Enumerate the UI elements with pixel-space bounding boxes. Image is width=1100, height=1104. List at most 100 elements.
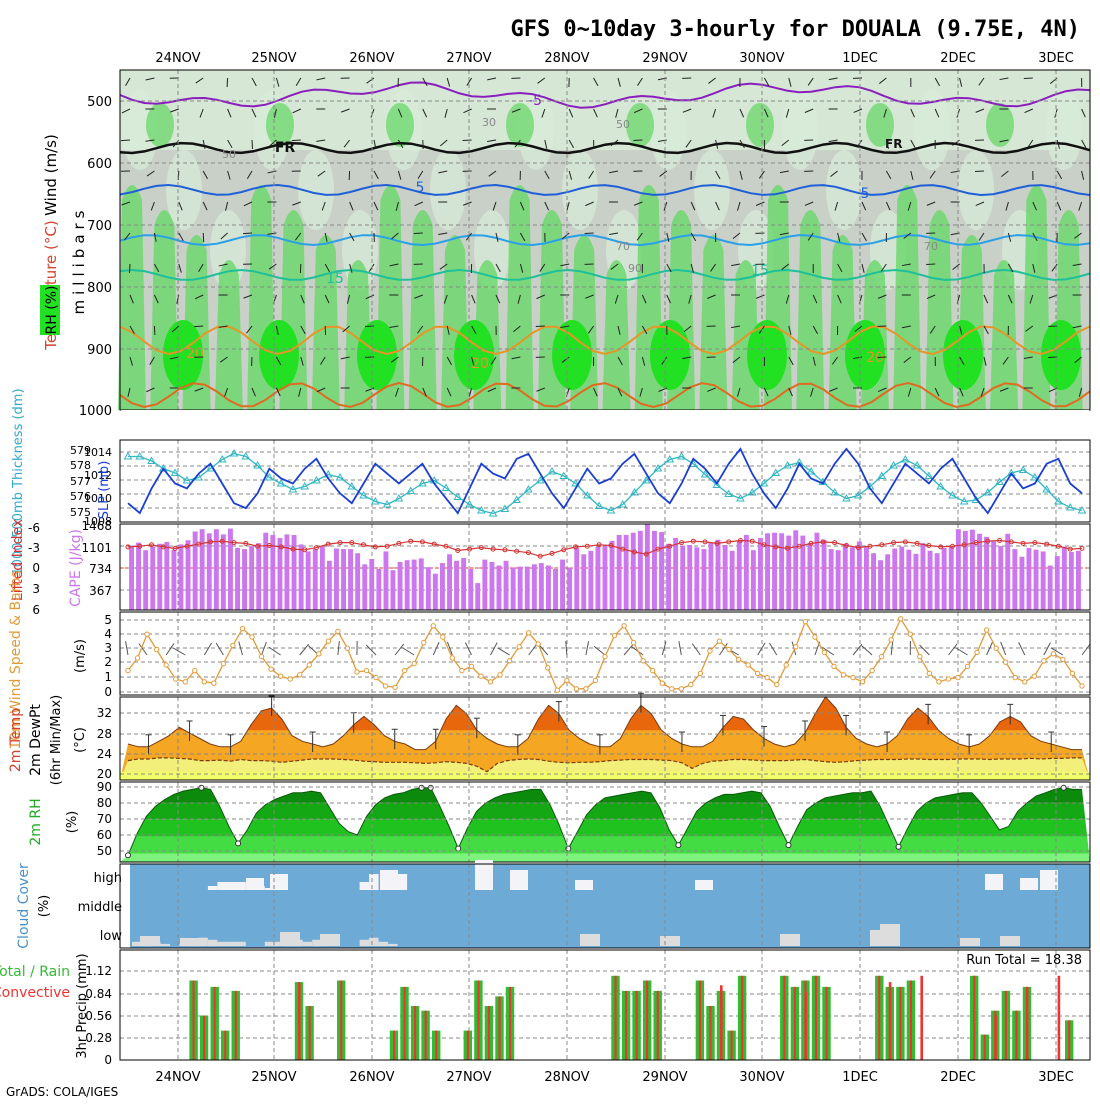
contour-label: 20 (866, 350, 884, 366)
wind-tick: 2 (104, 655, 112, 669)
cloud-cell-high (695, 880, 713, 890)
cape-bar (376, 569, 381, 610)
precip-conv-bar (224, 1031, 226, 1060)
cape-tick: 367 (89, 584, 112, 598)
cape-bar (574, 548, 579, 610)
cape-bar (334, 549, 339, 611)
wind-speed-point (679, 687, 683, 691)
precip-run-total: Run Total = 18.38 (966, 953, 1082, 968)
cloud-cell (217, 942, 227, 946)
rh-patch-light (958, 150, 994, 230)
rh-patch-light (782, 90, 818, 170)
cape-bar (1020, 557, 1025, 610)
cape-bar (709, 543, 714, 610)
wind-speed-point (1013, 675, 1017, 679)
rh-extreme-point (786, 843, 791, 848)
precip-conv-bar (509, 987, 511, 1060)
rh-core-saturated (650, 320, 690, 390)
rh-contour-label: 50 (222, 148, 236, 161)
wind-speed-point (469, 664, 473, 668)
cape-bar (179, 544, 184, 610)
rh-contour-label: 30 (482, 116, 496, 129)
bottom-date-label: 2DEC (940, 1070, 976, 1085)
cape-bar (829, 549, 834, 610)
rh-unit-label: (%) (65, 811, 80, 834)
cape-bar (596, 547, 601, 610)
dewpoint-base (120, 772, 1090, 780)
contour-label: 5 (861, 186, 870, 202)
rh-extreme-point (456, 846, 461, 851)
wind-barb (414, 233, 423, 234)
cape-bar (624, 535, 629, 610)
wind-speed-point (164, 663, 168, 667)
slp-axis-label: SLP (mb) (97, 461, 112, 520)
cape-bar (235, 548, 240, 610)
cape-bar (645, 525, 650, 611)
cape-bar (935, 553, 940, 610)
wind-speed-point (517, 645, 521, 649)
wind-speed-point (498, 673, 502, 677)
wind-speed-point (851, 675, 855, 679)
wind-speed-point (641, 659, 645, 663)
cape-axis-label: CAPE (J/kg) (68, 529, 84, 607)
wind-barb (365, 326, 374, 327)
cape-bar (355, 553, 360, 610)
cape-bar (440, 563, 445, 610)
rh-extreme-point (236, 841, 241, 846)
wind-speed-point (775, 682, 779, 686)
cape-bar (984, 537, 989, 610)
wind-speed-point (803, 619, 807, 623)
wind-speed-point (145, 632, 149, 636)
rh-extreme-point (199, 785, 204, 790)
precip-conv-bar (826, 987, 828, 1060)
cloud-cell-high (575, 880, 593, 890)
cape-bar (143, 550, 148, 610)
precip-conv-bar (646, 981, 648, 1061)
cape-bar (588, 551, 593, 610)
wind-speed-point (422, 640, 426, 644)
cape-bar (857, 542, 862, 611)
precip-conv-label: Convective (0, 985, 70, 1001)
wind-speed-point (393, 685, 397, 689)
precip-conv-bar (298, 984, 301, 1060)
cape-bar (221, 534, 226, 610)
li-tick: -6 (28, 521, 40, 535)
precip-conv-bar (878, 976, 880, 1060)
cape-bar (666, 544, 671, 610)
cape-bar (150, 547, 155, 610)
bottom-date-label: 30NOV (739, 1070, 784, 1085)
wind-speed-point (460, 668, 464, 672)
wind-speed-point (784, 663, 788, 667)
rh-extreme-point (126, 853, 131, 858)
li-tick: 0 (32, 561, 40, 575)
cape-bar (977, 534, 982, 610)
precip-total-label: Total / Rain (0, 964, 70, 980)
cloud-cell-high (270, 874, 288, 890)
wind-speed-point (698, 671, 702, 675)
wind-speed-point (708, 649, 712, 653)
precip-conv-bar (699, 981, 701, 1061)
cape-bar (991, 542, 996, 611)
cape-bar (306, 551, 311, 610)
precip-conv-bar (731, 1031, 733, 1060)
rh-core-saturated (357, 320, 397, 390)
top-date-label: 27NOV (446, 51, 491, 66)
cape-bar (567, 568, 572, 610)
top-date-label: 26NOV (349, 51, 394, 66)
cape-bar (822, 540, 827, 610)
cape-bar (412, 560, 417, 610)
cape-bar (285, 534, 290, 610)
precip-conv-bar (625, 991, 627, 1060)
rh-core-saturated (943, 320, 983, 390)
rh-column-moist (829, 235, 857, 410)
precip-conv-bar (309, 1006, 311, 1060)
cape-bar (518, 567, 523, 610)
cape-bar (511, 568, 516, 610)
wind-speed-point (135, 656, 139, 660)
wind-speed-point (317, 652, 321, 656)
cape-bar (426, 567, 431, 610)
